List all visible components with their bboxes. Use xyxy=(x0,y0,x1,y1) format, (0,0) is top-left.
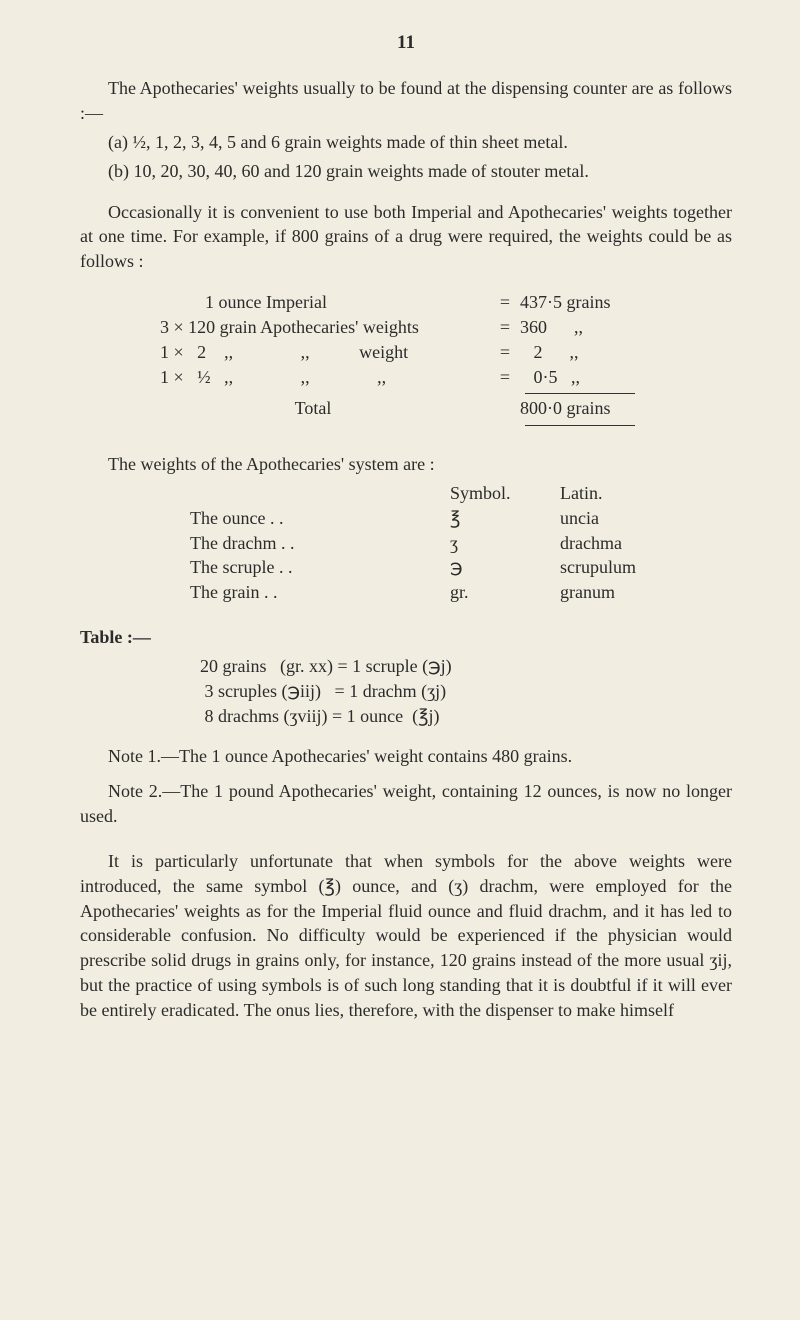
calculation-block: 1 ounce Imperial = 437·5 grains 3 × 120 … xyxy=(80,290,732,426)
symbol-glyph: ʒ xyxy=(450,531,560,556)
paragraph-block-2: Occasionally it is convenient to use bot… xyxy=(80,200,732,274)
calc-right: 437·5 grains xyxy=(520,290,732,315)
calc-right: 360 ,, xyxy=(520,315,732,340)
calc-right: 2 ,, xyxy=(520,340,732,365)
symbol-table: Symbol. Latin. The ounce . . ℥ uncia The… xyxy=(80,481,732,605)
note-2: Note 2.—The 1 pound Apothecaries' weight… xyxy=(80,779,732,829)
calc-left: 1 ounce Imperial xyxy=(80,290,490,315)
symbol-row: The scruple . . ℈ scrupulum xyxy=(80,555,732,580)
paragraph-1c: (b) 10, 20, 30, 40, 60 and 120 grain wei… xyxy=(80,159,732,184)
symbol-name: The grain . . xyxy=(80,580,450,605)
paragraph-1a: The Apothecaries' weights usually to be … xyxy=(80,76,732,126)
symbol-latin: uncia xyxy=(560,506,732,531)
calc-right: 800·0 grains xyxy=(520,396,732,421)
symbol-name: The ounce . . xyxy=(80,506,450,531)
symbol-latin: scrupulum xyxy=(560,555,732,580)
symbol-latin: drachma xyxy=(560,531,732,556)
symbol-name: The drachm . . xyxy=(80,531,450,556)
calc-left: 1 × ½ ,, ,, ,, xyxy=(80,365,490,390)
calc-row-total: Total 800·0 grains xyxy=(80,396,732,421)
symbol-h2: Symbol. xyxy=(450,481,560,506)
symbol-glyph: ℥ xyxy=(450,506,560,531)
paragraph-1b: (a) ½, 1, 2, 3, 4, 5 and 6 grain weights… xyxy=(80,130,732,155)
symbol-row: The drachm . . ʒ drachma xyxy=(80,531,732,556)
symbol-name: The scruple . . xyxy=(80,555,450,580)
calc-row-2: 3 × 120 grain Apothecaries' weights = 36… xyxy=(80,315,732,340)
total-rule-bottom xyxy=(525,425,635,426)
calc-eq: = xyxy=(490,315,520,340)
paragraph-block-1: The Apothecaries' weights usually to be … xyxy=(80,76,732,183)
symbol-glyph: gr. xyxy=(450,580,560,605)
symbol-glyph: ℈ xyxy=(450,555,560,580)
conversion-row: 3 scruples (℈iij) = 1 drachm (ʒj) xyxy=(200,679,732,704)
symbol-row: The grain . . gr. granum xyxy=(80,580,732,605)
symbol-h3: Latin. xyxy=(560,481,732,506)
calc-left: 1 × 2 ,, ,, weight xyxy=(80,340,490,365)
calc-eq: = xyxy=(490,290,520,315)
symbol-row: The ounce . . ℥ uncia xyxy=(80,506,732,531)
symbol-h1 xyxy=(80,481,450,506)
table-label: Table :— xyxy=(80,625,732,650)
calc-eq: = xyxy=(490,365,520,390)
calc-row-3: 1 × 2 ,, ,, weight = 2 ,, xyxy=(80,340,732,365)
conversion-row: 20 grains (gr. xx) = 1 scruple (℈j) xyxy=(200,654,732,679)
paragraph-3: The weights of the Apothecaries' system … xyxy=(80,452,732,477)
conversion-block: 20 grains (gr. xx) = 1 scruple (℈j) 3 sc… xyxy=(80,654,732,728)
calc-right: 0·5 ,, xyxy=(520,365,732,390)
calc-left: 3 × 120 grain Apothecaries' weights xyxy=(80,315,490,340)
conversion-row: 8 drachms (ʒviij) = 1 ounce (℥j) xyxy=(200,704,732,729)
paragraph-4: It is particularly unfortunate that when… xyxy=(80,849,732,1023)
calc-eq xyxy=(490,396,520,421)
calc-row-1: 1 ounce Imperial = 437·5 grains xyxy=(80,290,732,315)
paragraph-2: Occasionally it is convenient to use bot… xyxy=(80,200,732,274)
page-number: 11 xyxy=(80,30,732,56)
calc-left: Total xyxy=(80,396,490,421)
note-1: Note 1.—The 1 ounce Apothecaries' weight… xyxy=(80,744,732,769)
symbol-header-row: Symbol. Latin. xyxy=(80,481,732,506)
calc-row-4: 1 × ½ ,, ,, ,, = 0·5 ,, xyxy=(80,365,732,390)
total-rule xyxy=(525,393,635,394)
symbol-latin: granum xyxy=(560,580,732,605)
calc-eq: = xyxy=(490,340,520,365)
document-page: 11 The Apothecaries' weights usually to … xyxy=(0,0,800,1320)
